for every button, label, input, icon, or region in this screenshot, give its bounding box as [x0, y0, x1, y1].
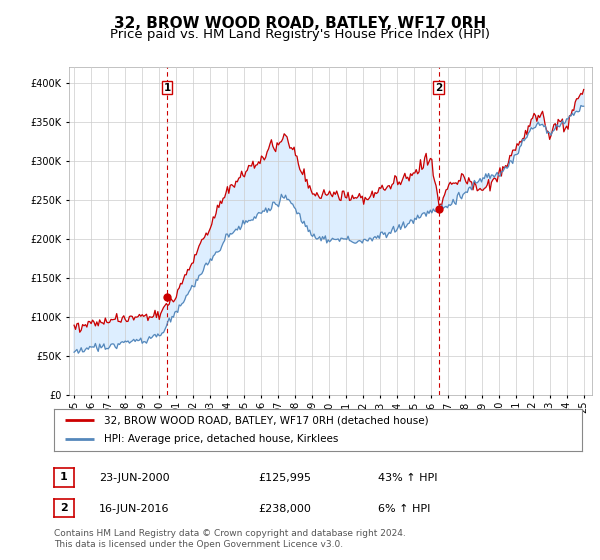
Text: Price paid vs. HM Land Registry's House Price Index (HPI): Price paid vs. HM Land Registry's House … [110, 28, 490, 41]
Text: HPI: Average price, detached house, Kirklees: HPI: Average price, detached house, Kirk… [104, 435, 338, 445]
Text: Contains HM Land Registry data © Crown copyright and database right 2024.
This d: Contains HM Land Registry data © Crown c… [54, 529, 406, 549]
Text: 1: 1 [60, 473, 68, 482]
Text: 43% ↑ HPI: 43% ↑ HPI [378, 473, 437, 483]
Text: 32, BROW WOOD ROAD, BATLEY, WF17 0RH (detached house): 32, BROW WOOD ROAD, BATLEY, WF17 0RH (de… [104, 415, 429, 425]
Text: 2: 2 [435, 83, 442, 93]
Text: 32, BROW WOOD ROAD, BATLEY, WF17 0RH: 32, BROW WOOD ROAD, BATLEY, WF17 0RH [114, 16, 486, 31]
Text: 16-JUN-2016: 16-JUN-2016 [99, 504, 170, 514]
Text: 1: 1 [163, 83, 170, 93]
Text: £125,995: £125,995 [258, 473, 311, 483]
Text: 6% ↑ HPI: 6% ↑ HPI [378, 504, 430, 514]
Text: 2: 2 [60, 503, 68, 513]
Text: 23-JUN-2000: 23-JUN-2000 [99, 473, 170, 483]
Text: £238,000: £238,000 [258, 504, 311, 514]
